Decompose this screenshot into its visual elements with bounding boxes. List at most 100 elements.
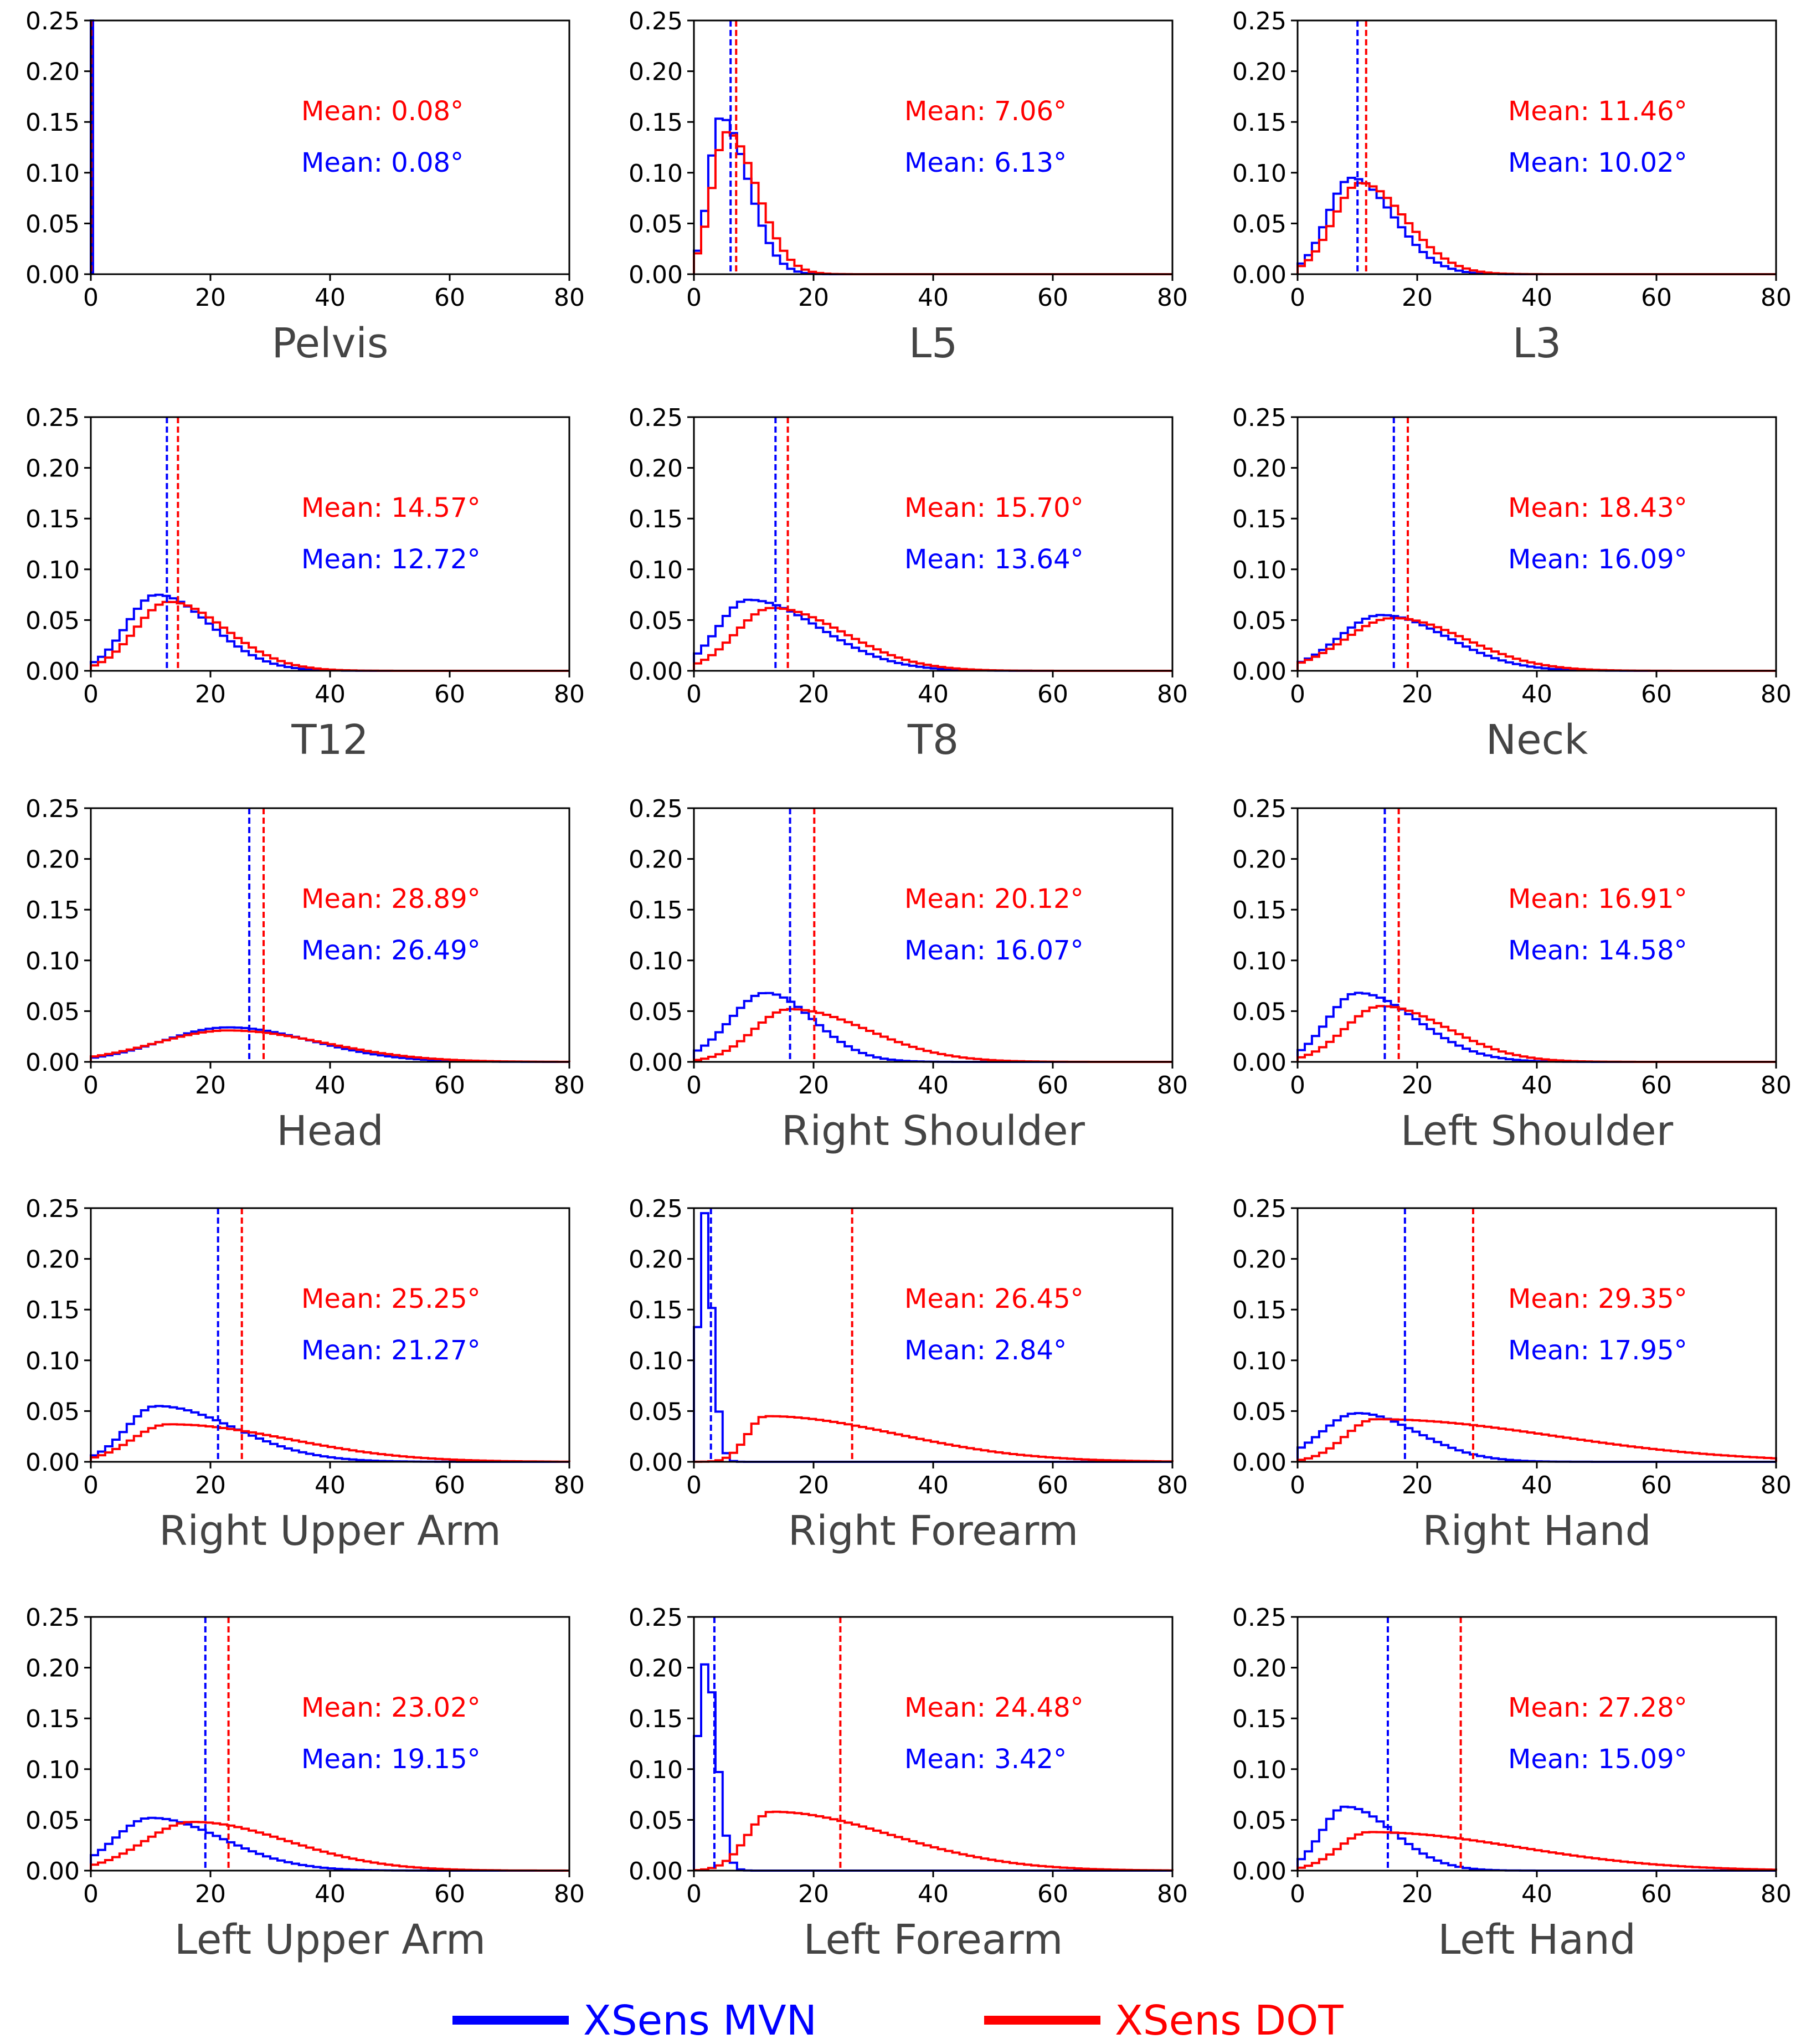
subplot-pelvis: 0 20 40 60 80 0.00 0.05 0.10 0.15 0.20 0.25 Mean: 0… (25, 7, 585, 367)
subplot-title: T8 (907, 716, 959, 764)
x-tick-label: 80 (1761, 1471, 1792, 1499)
y-tick-label: 0.25 (1232, 1195, 1287, 1223)
y-tick-label: 0.20 (25, 58, 80, 86)
x-tick-label: 40 (315, 680, 346, 708)
subplot-title: Neck (1486, 716, 1588, 764)
mvn-mean-label: Mean: 2.84° (904, 1335, 1067, 1366)
y-tick-label: 0.20 (1232, 846, 1287, 874)
dot-histogram (1296, 1831, 1777, 1871)
x-tick-label: 0 (1290, 284, 1305, 312)
y-tick-label: 0.20 (1232, 58, 1287, 86)
y-tick-label: 0.05 (629, 210, 683, 238)
y-tick-label: 0.10 (629, 556, 683, 584)
x-tick-label: 0 (686, 1071, 702, 1100)
x-tick-label: 40 (918, 1471, 949, 1499)
mvn-histogram (1296, 992, 1776, 1063)
mvn-histogram (1296, 1805, 1776, 1872)
dot-mean-label: Mean: 16.91° (1508, 884, 1687, 915)
mvn-histogram (90, 593, 569, 672)
subplot-t12: 0 20 40 60 80 0.00 0.05 0.10 0.15 0.20 0.25 Mean: 1… (25, 404, 585, 764)
x-tick-label: 80 (1157, 1880, 1188, 1908)
y-tick-label: 0.10 (25, 947, 80, 975)
x-tick-label: 40 (918, 680, 949, 708)
x-tick-label: 20 (195, 284, 226, 312)
dot-histogram (1296, 182, 1776, 275)
x-tick-label: 60 (1641, 1471, 1672, 1499)
x-tick-label: 80 (554, 1471, 585, 1499)
x-tick-label: 20 (798, 1071, 829, 1100)
y-tick-label: 0.00 (1232, 261, 1287, 289)
x-tick-label: 80 (1157, 284, 1188, 312)
y-tick-label: 0.05 (629, 1398, 683, 1426)
y-tick-label: 0.20 (1232, 455, 1287, 483)
mvn-mean-label: Mean: 3.42° (904, 1744, 1067, 1775)
x-tick-label: 0 (83, 1880, 99, 1908)
subplot-title: L5 (909, 320, 958, 367)
y-tick-label: 0.25 (25, 1195, 80, 1223)
y-tick-label: 0.05 (1232, 1398, 1287, 1426)
x-tick-label: 80 (1761, 284, 1792, 312)
y-tick-label: 0.05 (25, 1398, 80, 1426)
x-tick-label: 80 (554, 1880, 585, 1908)
dot-mean-label: Mean: 24.48° (904, 1692, 1084, 1723)
mvn-mean-label: Mean: 0.08° (301, 147, 464, 178)
y-tick-label: 0.25 (25, 795, 80, 823)
x-tick-label: 60 (1037, 680, 1068, 708)
y-tick-label: 0.10 (25, 556, 80, 584)
y-tick-label: 0.20 (1232, 1246, 1287, 1274)
x-tick-label: 0 (1290, 680, 1305, 708)
x-tick-label: 60 (1641, 284, 1672, 312)
x-tick-label: 60 (434, 1071, 465, 1100)
y-tick-label: 0.00 (629, 1449, 683, 1477)
y-tick-label: 0.05 (629, 607, 683, 635)
dot-mean-label: Mean: 26.45° (904, 1283, 1084, 1314)
x-tick-label: 20 (798, 680, 829, 708)
y-tick-label: 0.05 (1232, 1806, 1287, 1835)
x-tick-label: 0 (686, 1471, 702, 1499)
subplot-title: Left Upper Arm (174, 1916, 486, 1964)
y-tick-label: 0.10 (1232, 947, 1287, 975)
subplot-l3: 0 20 40 60 80 0.00 0.05 0.10 0.15 0.20 0.25 Mean: 1… (1232, 7, 1792, 367)
x-tick-label: 60 (1641, 1880, 1672, 1908)
y-tick-label: 0.10 (1232, 160, 1287, 188)
y-tick-label: 0.10 (25, 1347, 80, 1375)
mvn-mean-label: Mean: 15.09° (1508, 1744, 1687, 1775)
y-tick-label: 0.20 (629, 58, 683, 86)
y-tick-label: 0.20 (25, 455, 80, 483)
dot-mean-label: Mean: 29.35° (1508, 1283, 1687, 1314)
x-tick-label: 80 (1761, 680, 1792, 708)
subplot-head: 0 20 40 60 80 0.00 0.05 0.10 0.15 0.20 0.25 Mean: 2… (25, 795, 585, 1155)
x-tick-label: 40 (918, 1071, 949, 1100)
y-tick-label: 0.00 (629, 1857, 683, 1886)
x-tick-label: 40 (315, 284, 346, 312)
x-tick-label: 60 (1037, 284, 1068, 312)
y-tick-label: 0.10 (1232, 1347, 1287, 1375)
y-tick-label: 0.00 (25, 1857, 80, 1886)
dot-mean-label: Mean: 7.06° (904, 96, 1067, 127)
y-tick-label: 0.00 (1232, 1049, 1287, 1077)
x-tick-label: 60 (434, 1471, 465, 1499)
x-tick-label: 20 (195, 1880, 226, 1908)
mvn-mean-label: Mean: 16.09° (1508, 544, 1687, 575)
y-tick-label: 0.25 (1232, 795, 1287, 823)
y-tick-label: 0.15 (1232, 109, 1287, 137)
x-tick-label: 20 (1402, 680, 1433, 708)
dot-histogram (90, 1821, 569, 1872)
x-tick-label: 80 (1157, 1471, 1188, 1499)
x-tick-label: 60 (1037, 1071, 1068, 1100)
y-tick-label: 0.15 (629, 896, 683, 925)
dot-mean-label: Mean: 11.46° (1508, 96, 1687, 127)
y-tick-label: 0.25 (25, 404, 80, 432)
y-tick-label: 0.15 (25, 1705, 80, 1733)
dot-mean-label: Mean: 0.08° (301, 96, 464, 127)
y-tick-label: 0.20 (1232, 1655, 1287, 1683)
x-tick-label: 40 (315, 1071, 346, 1100)
y-tick-label: 0.10 (1232, 556, 1287, 584)
x-tick-label: 40 (1521, 1471, 1552, 1499)
y-tick-label: 0.10 (25, 160, 80, 188)
subplot-neck: 0 20 40 60 80 0.00 0.05 0.10 0.15 0.20 0.25 Mean: 1… (1232, 404, 1792, 764)
mvn-mean-label: Mean: 6.13° (904, 147, 1067, 178)
x-tick-label: 40 (1521, 680, 1552, 708)
x-tick-label: 60 (1037, 1471, 1068, 1499)
